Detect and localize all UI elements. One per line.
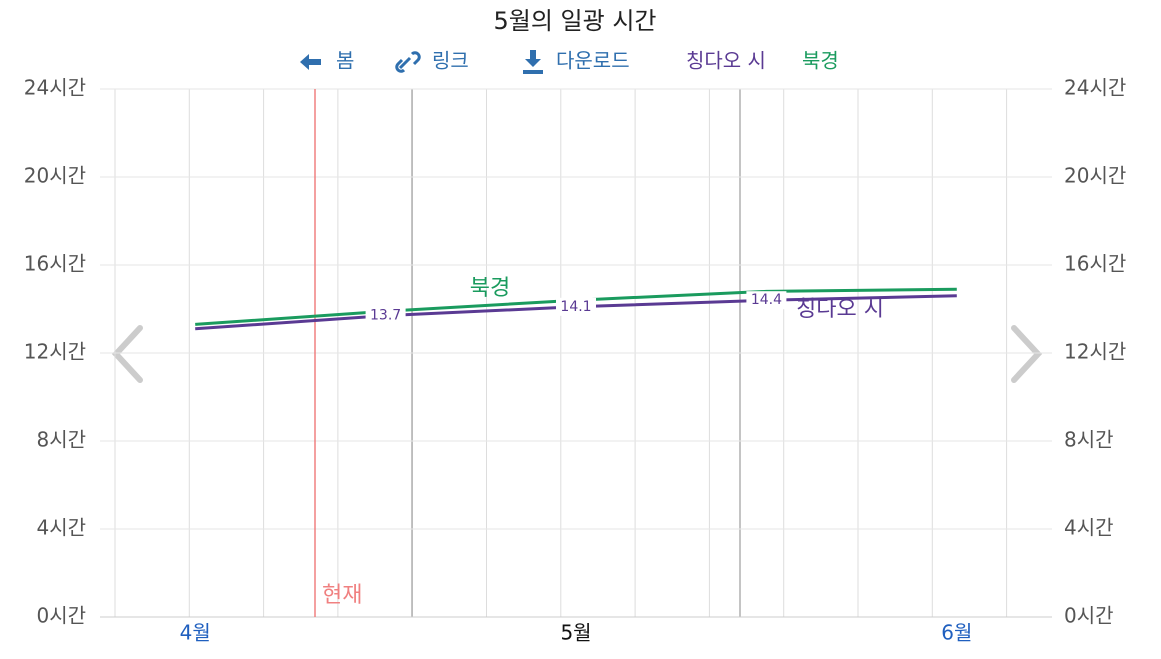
legend-entry: 칭다오 시: [686, 49, 766, 73]
y2-tick-label: 16시간: [1064, 252, 1126, 276]
x-tick-label: 5월: [560, 621, 591, 645]
prev-arrow[interactable]: [111, 325, 143, 383]
y2-tick-label: 8시간: [1064, 428, 1114, 452]
chart-title: 5월의 일광 시간: [493, 7, 656, 35]
y-tick-label: 16시간: [24, 252, 86, 276]
y-tick-label: 12시간: [24, 340, 86, 364]
data-label-bg: [746, 291, 787, 310]
link-icon: [395, 51, 421, 73]
x-tick-label: 6월: [941, 621, 972, 645]
x-tick-label: 4월: [180, 621, 211, 645]
y-tick-label: 4시간: [36, 516, 86, 540]
next-arrow[interactable]: [1011, 325, 1043, 383]
back-label: 봄: [336, 49, 354, 73]
link-label: 링크: [432, 49, 469, 73]
download-button[interactable]: 다운로드: [523, 49, 630, 75]
legend: 칭다오 시 북경: [686, 49, 839, 73]
link-button[interactable]: 링크: [395, 49, 469, 73]
y2-tick-label: 4시간: [1064, 516, 1114, 540]
y-tick-label: 24시간: [24, 76, 86, 100]
back-icon: [300, 54, 321, 70]
y2-tick-label: 12시간: [1064, 340, 1126, 364]
series-label: 북경: [470, 276, 510, 301]
y-tick-label: 0시간: [36, 604, 86, 628]
data-label: 14.1: [560, 299, 591, 315]
y-tick-label: 8시간: [36, 428, 86, 452]
series-label: 칭다오 시: [796, 297, 884, 322]
y2-tick-label: 0시간: [1064, 604, 1114, 628]
now-label: 현재: [322, 583, 362, 608]
download-icon: [523, 50, 543, 74]
data-label: 14.4: [751, 292, 782, 308]
y-tick-label: 20시간: [24, 164, 86, 188]
data-label-bg: [365, 306, 406, 325]
data-label-bg: [556, 297, 596, 316]
legend-entry: 북경: [802, 49, 839, 73]
back-button[interactable]: 봄: [300, 49, 354, 73]
data-label: 13.7: [370, 308, 401, 324]
download-label: 다운로드: [556, 49, 630, 73]
y2-tick-label: 20시간: [1064, 164, 1126, 188]
y2-tick-label: 24시간: [1064, 76, 1126, 100]
